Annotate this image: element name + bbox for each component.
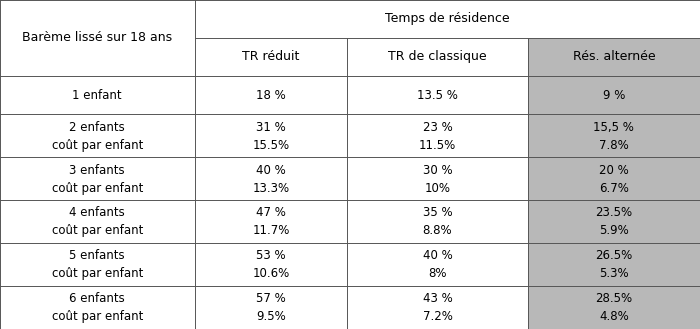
Text: 10.6%: 10.6%: [252, 267, 290, 280]
Bar: [347, 200, 528, 243]
Text: 2 enfants: 2 enfants: [69, 121, 125, 134]
Bar: [0, 76, 195, 114]
Text: 4.8%: 4.8%: [599, 310, 629, 323]
Text: 7.8%: 7.8%: [599, 139, 629, 152]
Text: 5.9%: 5.9%: [599, 224, 629, 237]
Text: 3 enfants: 3 enfants: [69, 164, 125, 177]
Text: 20 %: 20 %: [599, 164, 629, 177]
Bar: [528, 243, 700, 286]
Text: 23 %: 23 %: [423, 121, 452, 134]
Bar: [528, 157, 700, 200]
Text: TR réduit: TR réduit: [242, 50, 300, 63]
Bar: [347, 286, 528, 329]
Bar: [0, 243, 195, 286]
Text: 47 %: 47 %: [256, 206, 286, 219]
Bar: [0, 38, 195, 76]
Bar: [347, 76, 528, 114]
Bar: [195, 200, 347, 243]
Text: 13.5 %: 13.5 %: [417, 89, 458, 102]
Text: Barème lissé sur 18 ans: Barème lissé sur 18 ans: [22, 31, 172, 44]
Bar: [347, 38, 528, 76]
Text: 35 %: 35 %: [423, 206, 452, 219]
Text: 43 %: 43 %: [423, 292, 452, 305]
Text: 13.3%: 13.3%: [252, 182, 290, 194]
Text: 30 %: 30 %: [423, 164, 452, 177]
Text: 11.5%: 11.5%: [419, 139, 456, 152]
Text: coût par enfant: coût par enfant: [52, 224, 143, 237]
Text: 18 %: 18 %: [256, 89, 286, 102]
Bar: [195, 114, 347, 157]
Text: Rés. alternée: Rés. alternée: [573, 50, 655, 63]
Text: 31 %: 31 %: [256, 121, 286, 134]
Text: coût par enfant: coût par enfant: [52, 310, 143, 323]
Text: 11.7%: 11.7%: [252, 224, 290, 237]
Text: coût par enfant: coût par enfant: [52, 139, 143, 152]
Text: 6 enfants: 6 enfants: [69, 292, 125, 305]
Bar: [195, 38, 347, 76]
Bar: [528, 286, 700, 329]
Text: 8%: 8%: [428, 267, 447, 280]
Bar: [528, 38, 700, 76]
Text: 15,5 %: 15,5 %: [594, 121, 634, 134]
Text: 23.5%: 23.5%: [595, 206, 633, 219]
Bar: [195, 0, 700, 38]
Bar: [528, 76, 700, 114]
Bar: [195, 243, 347, 286]
Text: 26.5%: 26.5%: [595, 249, 633, 262]
Text: 53 %: 53 %: [256, 249, 286, 262]
Text: 57 %: 57 %: [256, 292, 286, 305]
Bar: [0, 0, 195, 38]
Bar: [195, 157, 347, 200]
Text: 4 enfants: 4 enfants: [69, 206, 125, 219]
Bar: [0, 157, 195, 200]
Text: 5 enfants: 5 enfants: [69, 249, 125, 262]
Text: 1 enfant: 1 enfant: [73, 89, 122, 102]
Bar: [528, 200, 700, 243]
Text: 6.7%: 6.7%: [599, 182, 629, 194]
Text: coût par enfant: coût par enfant: [52, 267, 143, 280]
Text: 40 %: 40 %: [256, 164, 286, 177]
Bar: [347, 157, 528, 200]
Text: 28.5%: 28.5%: [595, 292, 633, 305]
Bar: [347, 114, 528, 157]
Text: 9.5%: 9.5%: [256, 310, 286, 323]
Bar: [195, 76, 347, 114]
Text: 40 %: 40 %: [423, 249, 452, 262]
Text: Temps de résidence: Temps de résidence: [385, 13, 510, 25]
Bar: [528, 114, 700, 157]
Bar: [0, 200, 195, 243]
Text: 8.8%: 8.8%: [423, 224, 452, 237]
Bar: [195, 286, 347, 329]
Text: 7.2%: 7.2%: [423, 310, 452, 323]
Text: TR de classique: TR de classique: [389, 50, 486, 63]
Text: 9 %: 9 %: [603, 89, 625, 102]
Bar: [0, 286, 195, 329]
Text: 5.3%: 5.3%: [599, 267, 629, 280]
Bar: [347, 243, 528, 286]
Text: coût par enfant: coût par enfant: [52, 182, 143, 194]
Text: 15.5%: 15.5%: [252, 139, 290, 152]
Bar: [0, 114, 195, 157]
Text: 10%: 10%: [424, 182, 451, 194]
